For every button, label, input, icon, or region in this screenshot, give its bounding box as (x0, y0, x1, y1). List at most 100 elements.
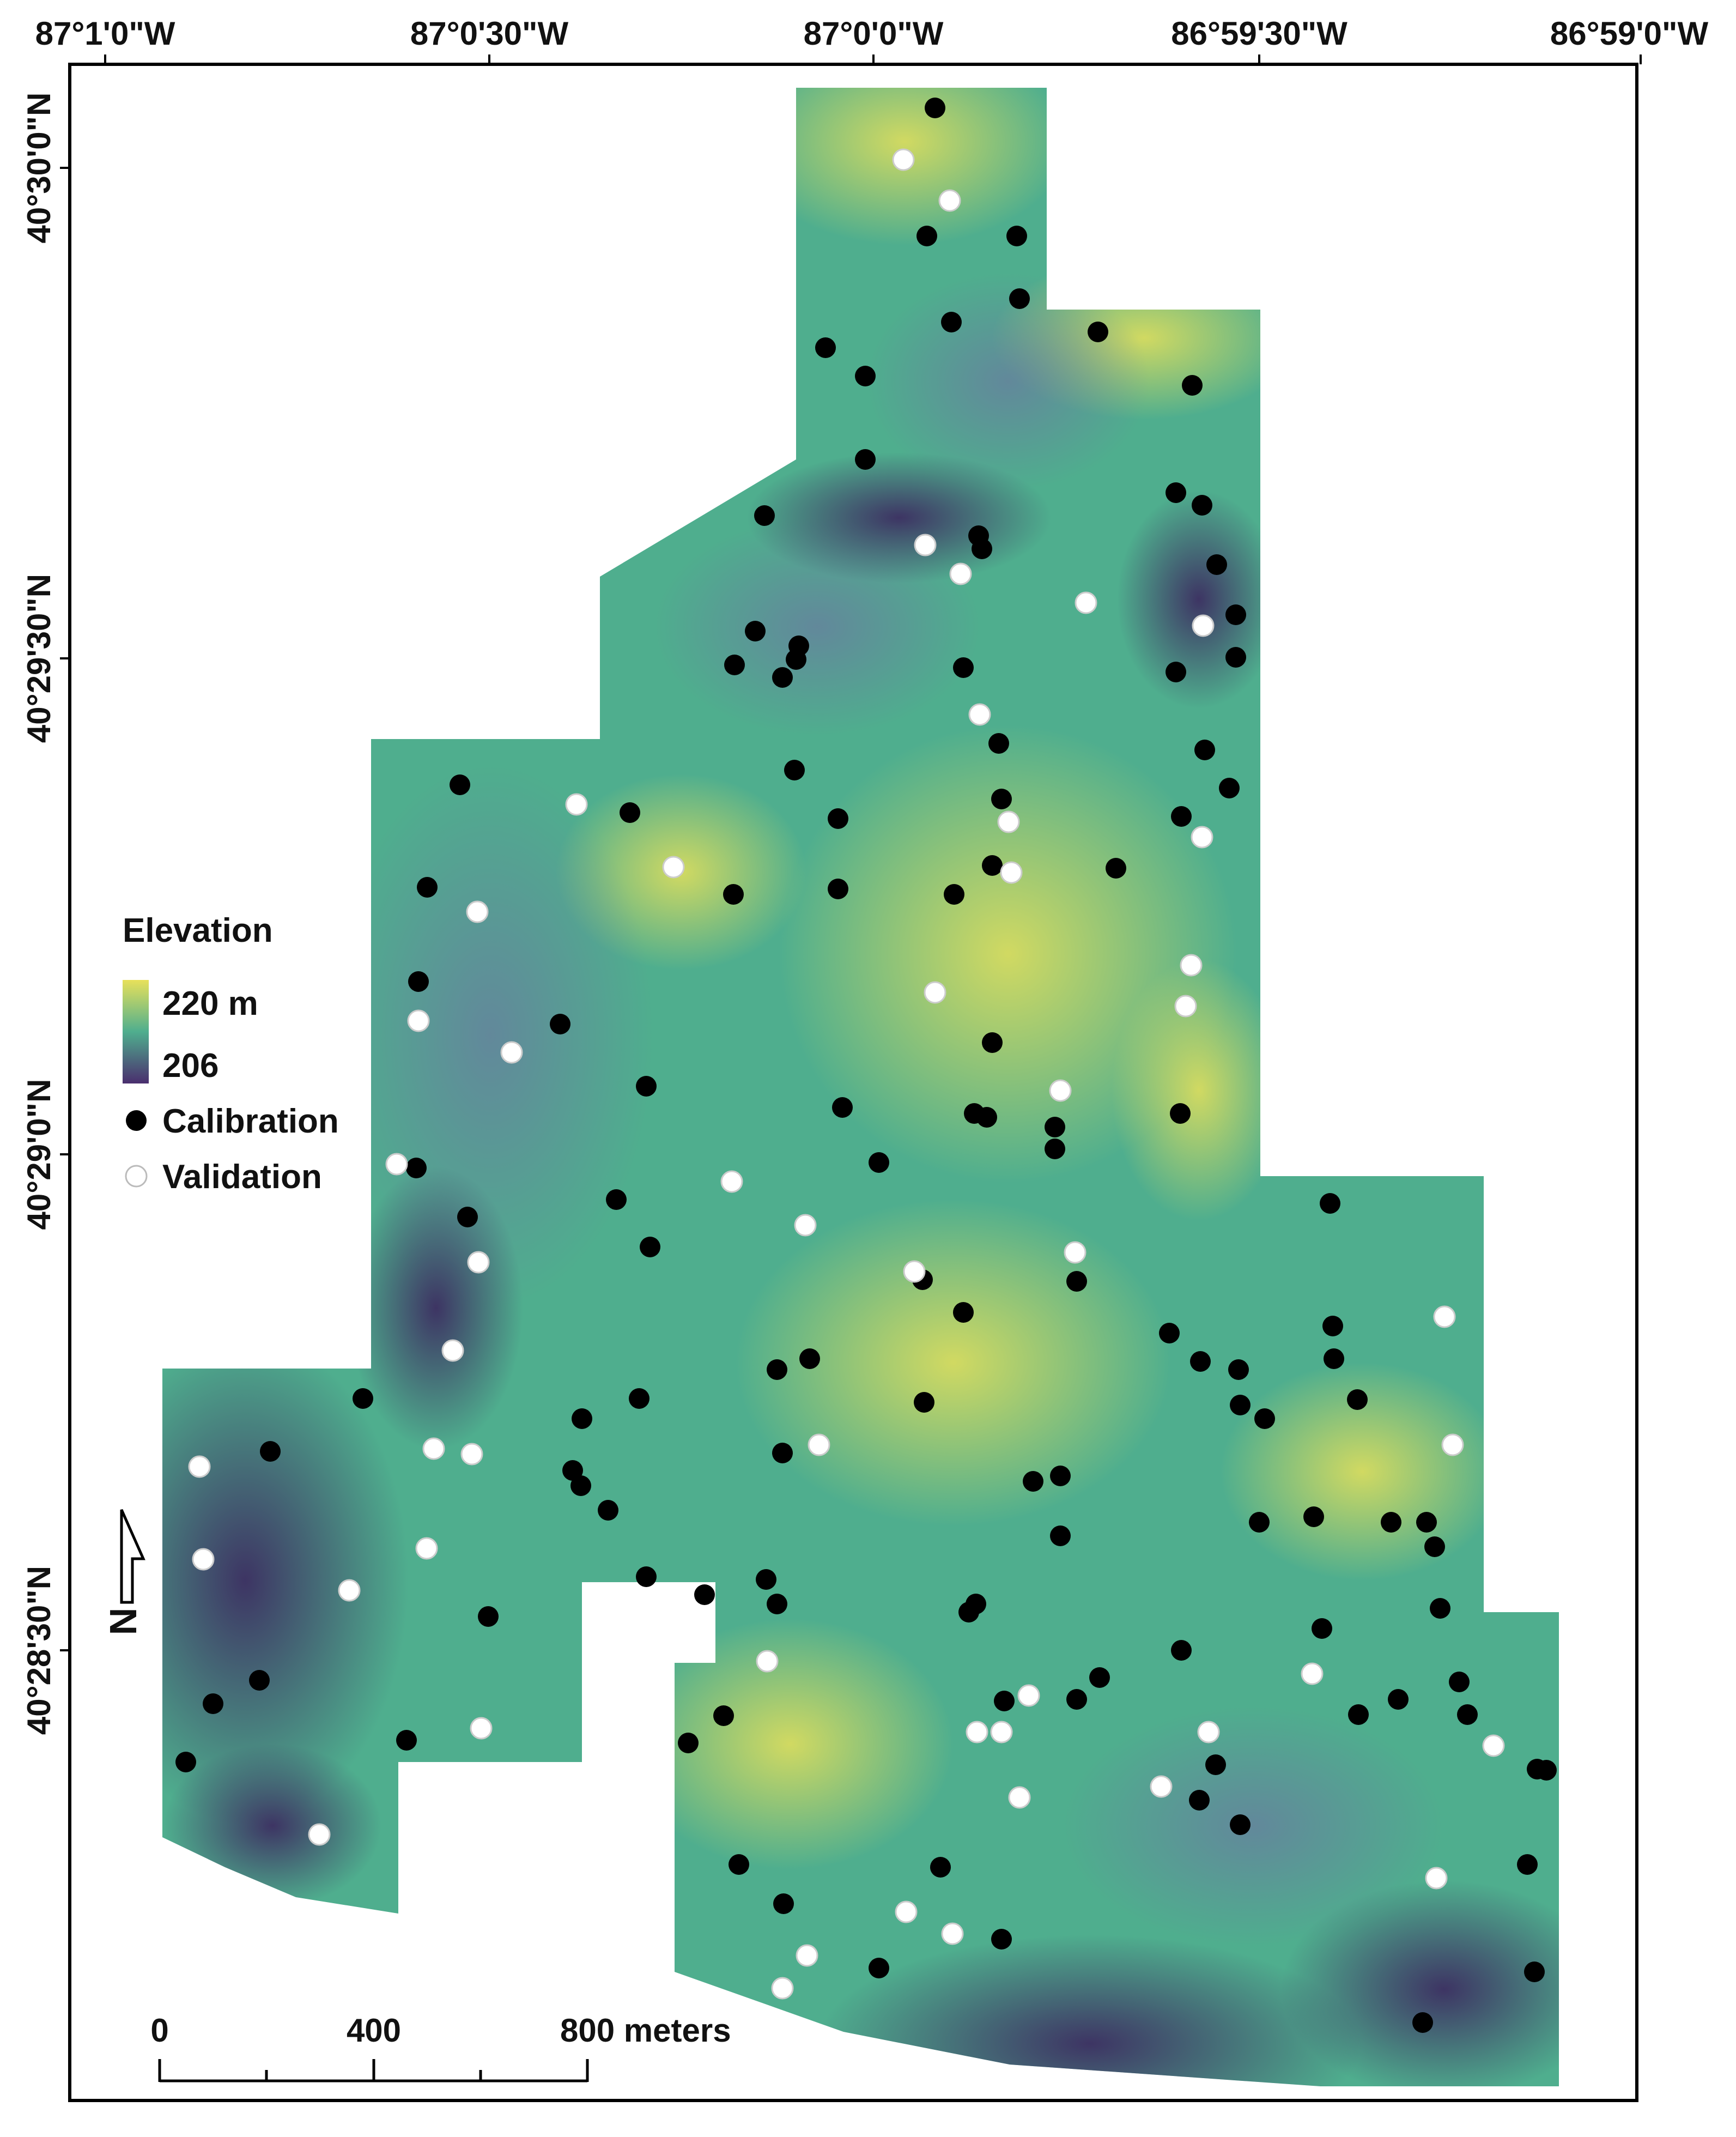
validation-point (796, 1944, 818, 1967)
graticule-ticks (60, 55, 1642, 1651)
calibration-point (1189, 1790, 1210, 1811)
calibration-point (994, 1691, 1015, 1711)
validation-point (1425, 1867, 1448, 1890)
calibration-point (620, 802, 640, 823)
calibration-point (1312, 1618, 1332, 1639)
validation-point (460, 1443, 483, 1466)
validation-point (990, 1721, 1013, 1743)
calibration-point (788, 635, 809, 656)
calibration-point (1524, 1962, 1545, 1982)
validation-point (771, 1977, 794, 2000)
validation-point (949, 562, 972, 585)
calibration-point (175, 1752, 196, 1772)
validation-point (308, 1823, 331, 1846)
calibration-point (1219, 778, 1240, 798)
calibration-point (1050, 1466, 1071, 1486)
longitude-labels: 87°1'0"W 87°0'30"W 87°0'0"W 86°59'30"W 8… (35, 15, 1709, 52)
legend-calibration-symbol (126, 1110, 147, 1131)
validation-point (892, 148, 915, 171)
validation-point (407, 1009, 430, 1032)
validation-points (188, 148, 1505, 2000)
calibration-point (1166, 482, 1186, 503)
calibration-point (773, 1893, 794, 1914)
calibration-point (1322, 1316, 1343, 1336)
calibration-point (1230, 1395, 1251, 1415)
calibration-point (1517, 1854, 1538, 1875)
calibration-points (175, 98, 1557, 2033)
validation-point (756, 1650, 779, 1673)
calibration-point (550, 1014, 570, 1034)
calibration-point (745, 621, 766, 641)
validation-point (422, 1437, 445, 1460)
validation-point (794, 1214, 817, 1237)
validation-point (938, 189, 961, 212)
calibration-point (972, 538, 992, 559)
calibration-point (562, 1460, 583, 1481)
calibration-point (1190, 1351, 1211, 1372)
validation-point (415, 1537, 438, 1560)
lat-label: 40°29'0"N (21, 1079, 57, 1230)
validation-point (720, 1170, 743, 1193)
validation-point (895, 1900, 918, 1923)
validation-point (467, 1251, 490, 1274)
validation-point (1197, 1721, 1220, 1743)
calibration-point (869, 1958, 889, 1978)
calibration-point (1348, 1704, 1369, 1725)
calibration-point (828, 808, 848, 829)
calibration-point (1066, 1271, 1087, 1292)
calibration-point (1045, 1117, 1065, 1137)
calibration-point (478, 1606, 499, 1627)
lon-label: 86°59'0"W (1550, 15, 1709, 52)
calibration-point (1347, 1389, 1368, 1410)
calibration-point (408, 971, 429, 992)
calibration-point (982, 855, 1003, 876)
calibration-point (991, 1929, 1012, 1950)
calibration-point (988, 733, 1009, 754)
validation-point (1064, 1241, 1086, 1264)
calibration-point (678, 1733, 699, 1753)
scale-bar: 0 400 800 meters (150, 2012, 731, 2082)
calibration-point (1009, 288, 1030, 309)
calibration-point (930, 1857, 951, 1878)
validation-point (441, 1339, 464, 1362)
legend-validation-symbol (125, 1165, 148, 1188)
calibration-point (606, 1189, 627, 1210)
calibration-point (1006, 226, 1027, 246)
validation-point (470, 1717, 493, 1740)
calibration-point (1249, 1512, 1270, 1533)
legend-min-label: 206 (162, 1047, 218, 1085)
legend-validation-label: Validation (162, 1158, 322, 1196)
validation-point (1482, 1734, 1505, 1757)
validation-point (1192, 614, 1215, 637)
calibration-point (767, 1359, 787, 1380)
validation-point (966, 1721, 988, 1743)
lat-label: 40°28'30"N (21, 1566, 57, 1735)
calibration-point (636, 1566, 657, 1587)
calibration-point (941, 312, 962, 332)
latitude-labels: 40°30'0"N 40°29'30"N 40°29'0"N 40°28'30"… (21, 93, 57, 1735)
calibration-point (723, 884, 744, 905)
calibration-point (570, 1475, 591, 1496)
validation-point (968, 703, 991, 726)
calibration-point (982, 1032, 1003, 1053)
calibration-point (1430, 1598, 1450, 1619)
calibration-point (417, 877, 438, 898)
legend-color-ramp (123, 980, 149, 1083)
validation-point (385, 1153, 408, 1176)
validation-point (808, 1433, 830, 1456)
calibration-point (729, 1854, 749, 1875)
validation-point (466, 900, 489, 923)
scale-tick-label: 800 meters (560, 2012, 731, 2049)
calibration-point (1324, 1348, 1344, 1369)
calibration-point (799, 1348, 820, 1369)
calibration-point (1050, 1525, 1071, 1546)
calibration-point (1171, 806, 1192, 827)
calibration-point (1254, 1408, 1275, 1429)
calibration-point (944, 884, 964, 905)
calibration-point (976, 1107, 997, 1128)
validation-point (188, 1455, 211, 1478)
calibration-point (629, 1388, 650, 1409)
validation-point (1301, 1662, 1324, 1685)
validation-point (1191, 826, 1213, 849)
calibration-point (1303, 1506, 1324, 1527)
